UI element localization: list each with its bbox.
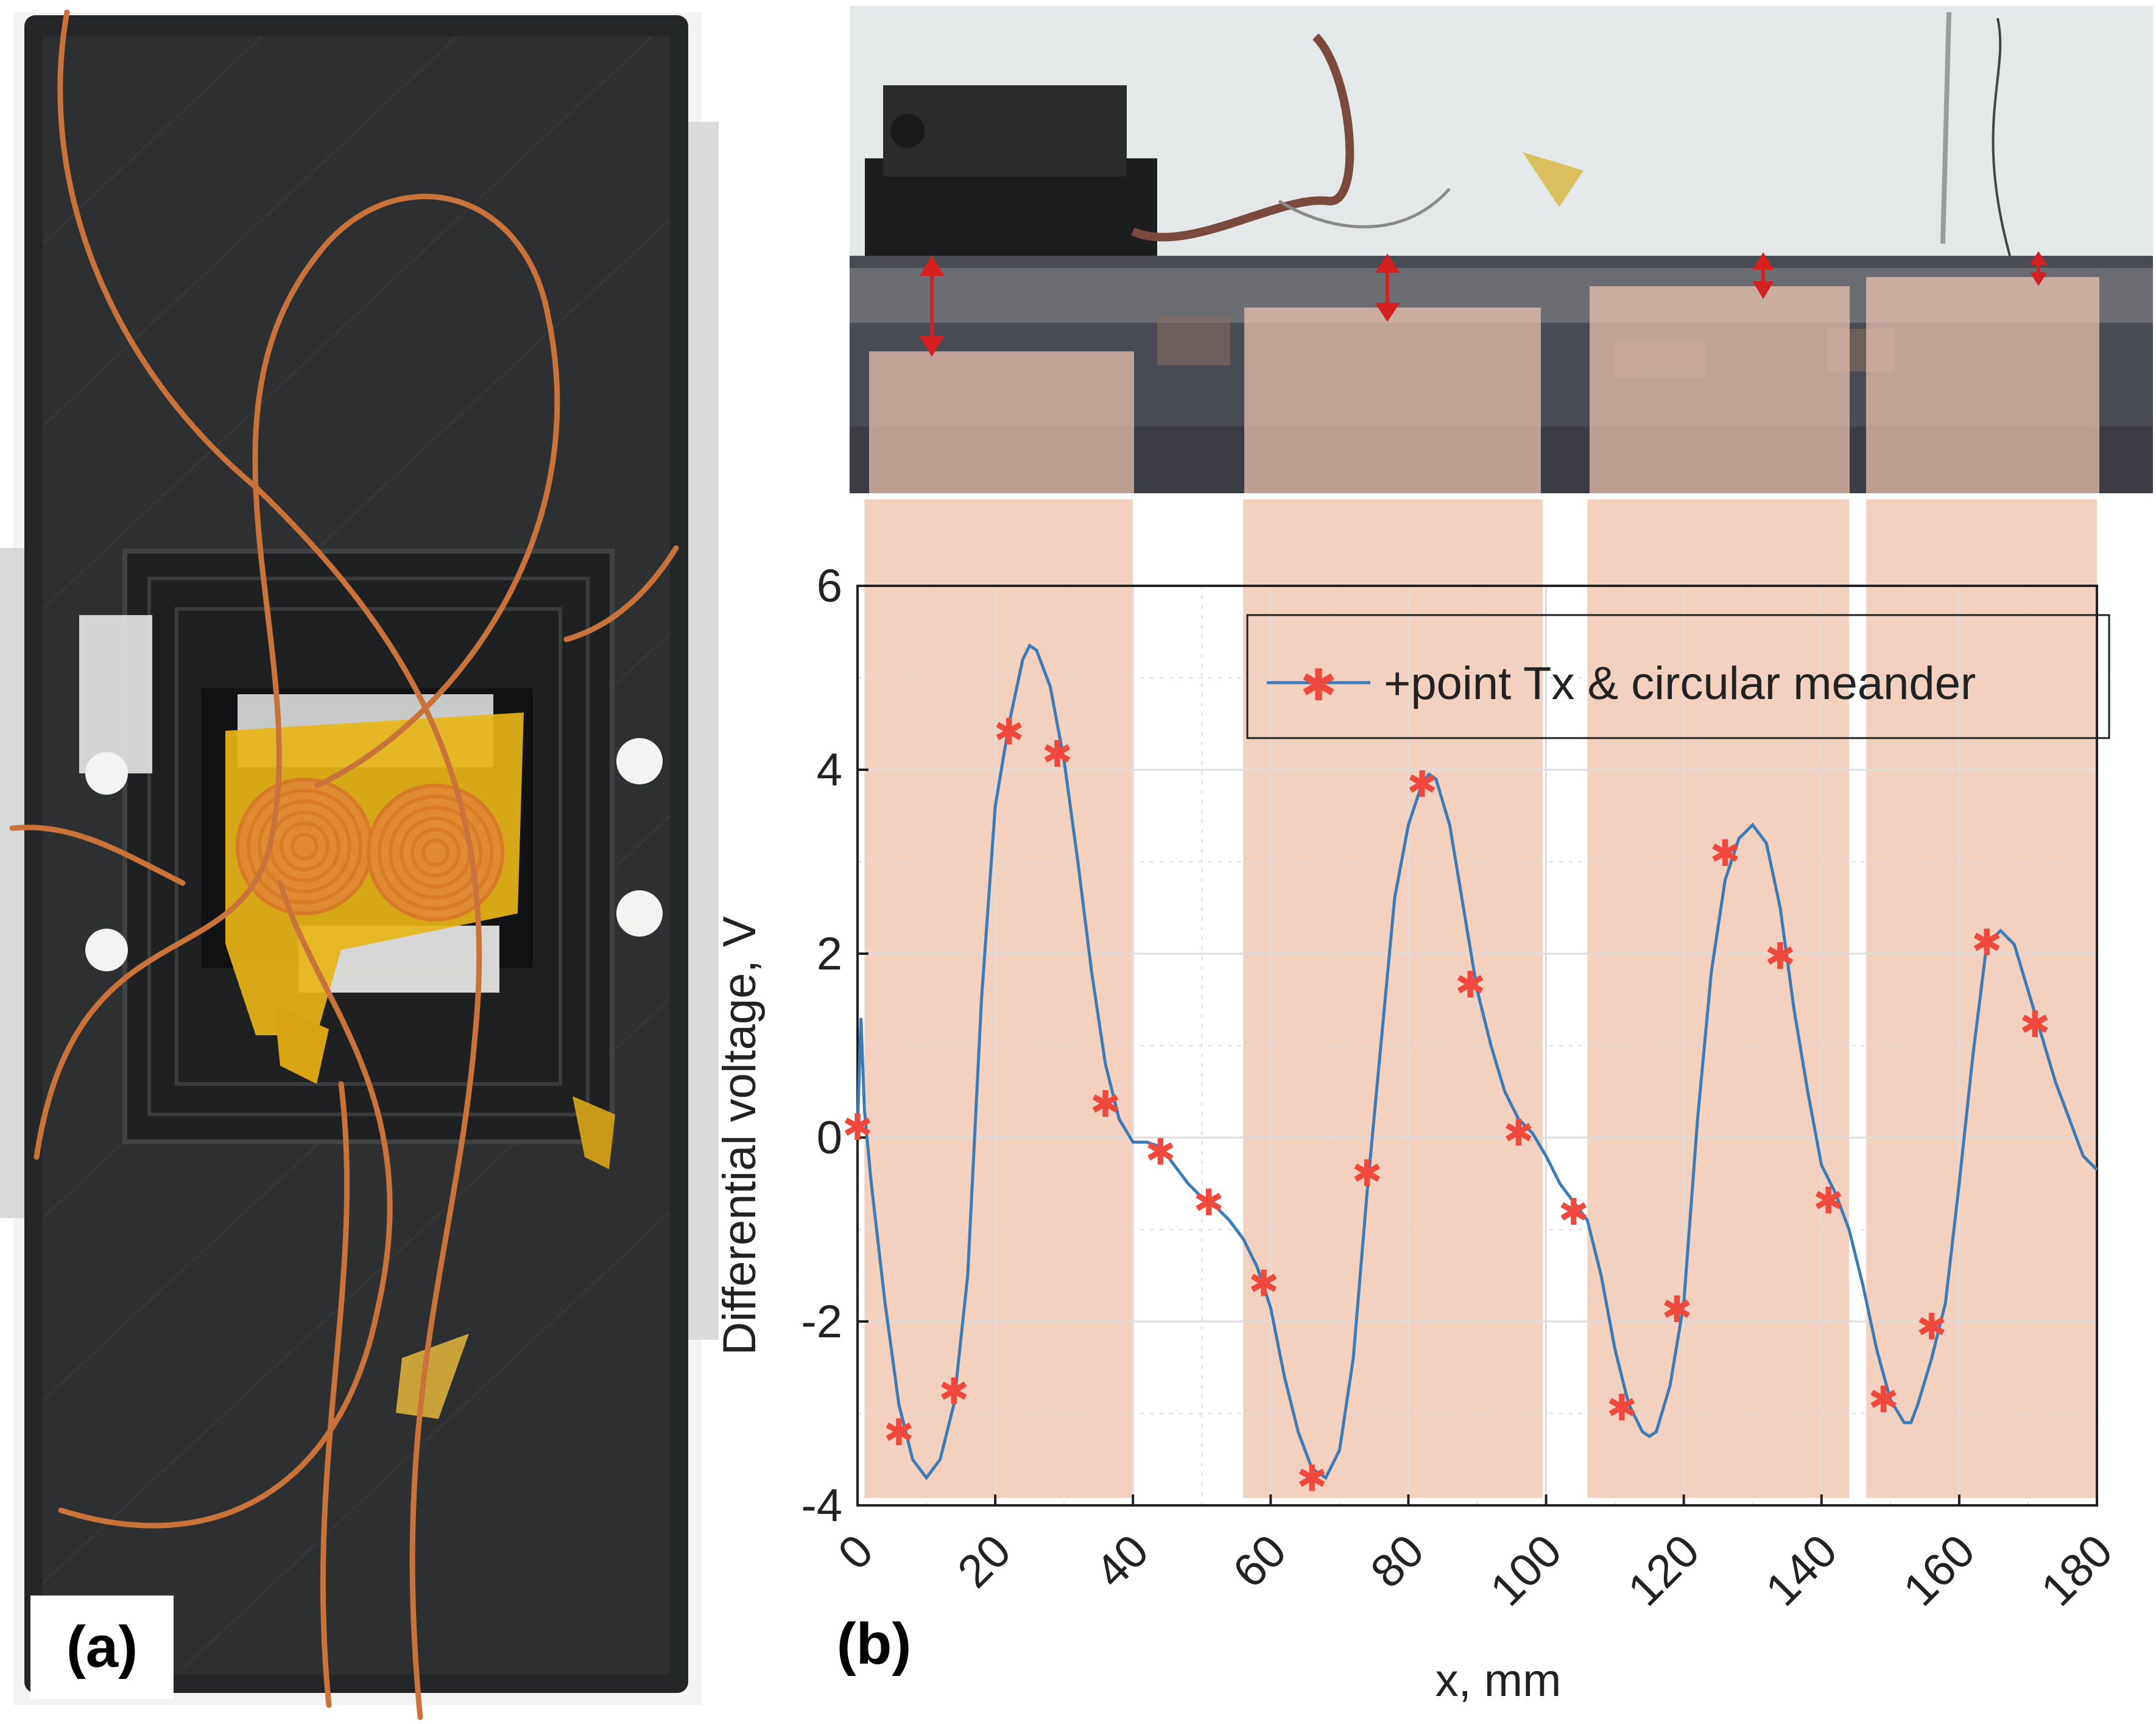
y-tick-label: -2: [801, 1296, 842, 1348]
spiral-coil-left: [236, 778, 373, 915]
data-point-marker: ✱: [1503, 1112, 1534, 1155]
data-point-marker: ✱: [1661, 1289, 1692, 1331]
x-tick-label: 160: [1894, 1525, 1985, 1616]
data-point-marker: ✱: [1868, 1379, 1898, 1421]
data-point-marker: ✱: [1090, 1083, 1121, 1126]
data-point-marker: ✱: [1710, 832, 1740, 875]
y-tick-label: 4: [817, 744, 842, 796]
photo-panel-a: [0, 0, 740, 1724]
data-point-marker: ✱: [1917, 1306, 1947, 1349]
data-point-marker: ✱: [1559, 1191, 1589, 1234]
shaded-regions: [864, 499, 2097, 1498]
data-point-marker: ✱: [1249, 1263, 1279, 1306]
x-tick-label: 140: [1756, 1525, 1847, 1616]
x-tick-label: 20: [948, 1525, 1021, 1598]
x-tick-label: 0: [828, 1525, 883, 1580]
shaded-region-0: [864, 499, 1133, 1498]
data-point-marker: ✱: [1455, 964, 1485, 1007]
data-point-marker: ✱: [994, 711, 1024, 754]
copper-wires: [9, 9, 679, 1720]
series-markers: ✱ ✱ ✱ ✱ ✱ ✱ ✱ ✱ ✱ ✱ ✱ ✱ ✱ ✱ ✱ ✱ ✱ ✱ ✱ ✱ ✱ ✱ ✱ ✱: [842, 711, 2051, 1501]
x-tick-label: 60: [1223, 1525, 1296, 1598]
spiral-coil-right: [367, 784, 504, 921]
data-point-marker: ✱: [1407, 764, 1437, 806]
data-point-marker: ✱: [2020, 1004, 2050, 1046]
legend-marker-sample: ✱: [1300, 660, 1337, 711]
y-tick-label: 2: [817, 928, 842, 980]
legend-entry: +point Tx & circular meander: [1384, 658, 1976, 709]
x-tick-label: 40: [1085, 1525, 1158, 1598]
axes-frame: [856, 585, 2098, 1507]
data-point-marker: ✱: [1813, 1180, 1844, 1223]
data-point-marker: ✱: [842, 1107, 873, 1149]
x-tick-label: 100: [1481, 1525, 1572, 1616]
y-tick-label: 6: [817, 560, 842, 612]
y-axis-label: Differential voltage, V: [714, 916, 766, 1355]
data-point-marker: ✱: [939, 1370, 969, 1413]
shaded-region-3: [1866, 499, 2097, 1498]
legend: ✱ +point Tx & circular meander: [1246, 614, 2110, 739]
y-tick-label: -4: [801, 1480, 842, 1532]
x-axis-label: x, mm: [1436, 1655, 1562, 1706]
panel-label-a: (a): [30, 1596, 174, 1699]
shaded-region-2: [1587, 499, 1849, 1498]
x-tick-label: 80: [1361, 1525, 1434, 1598]
data-point-marker: ✱: [1351, 1152, 1382, 1195]
data-point-marker: ✱: [1145, 1131, 1175, 1174]
data-point-marker: ✱: [1607, 1387, 1637, 1429]
x-tick-label: 120: [1618, 1525, 1710, 1616]
panel-label-b: (b): [836, 1611, 912, 1677]
shaded-region-1: [1243, 499, 1543, 1498]
data-point-marker: ✱: [884, 1412, 914, 1454]
x-tick-label: 180: [2031, 1525, 2123, 1616]
data-point-marker: ✱: [1297, 1458, 1327, 1501]
data-point-marker: ✱: [1971, 921, 2002, 964]
data-point-marker: ✱: [1765, 935, 1795, 978]
data-point-marker: ✱: [1042, 733, 1073, 776]
y-tick-label: 0: [817, 1112, 842, 1164]
series-line: [856, 643, 2098, 1480]
x-tick-labels: 0 20 40 60 80 100 120 140 160 180: [828, 1494, 2123, 1616]
data-point-marker: ✱: [1193, 1182, 1224, 1225]
gap-arrows: [919, 251, 2048, 357]
y-tick-labels: -4 -2 0 2 4 6: [801, 560, 868, 1532]
